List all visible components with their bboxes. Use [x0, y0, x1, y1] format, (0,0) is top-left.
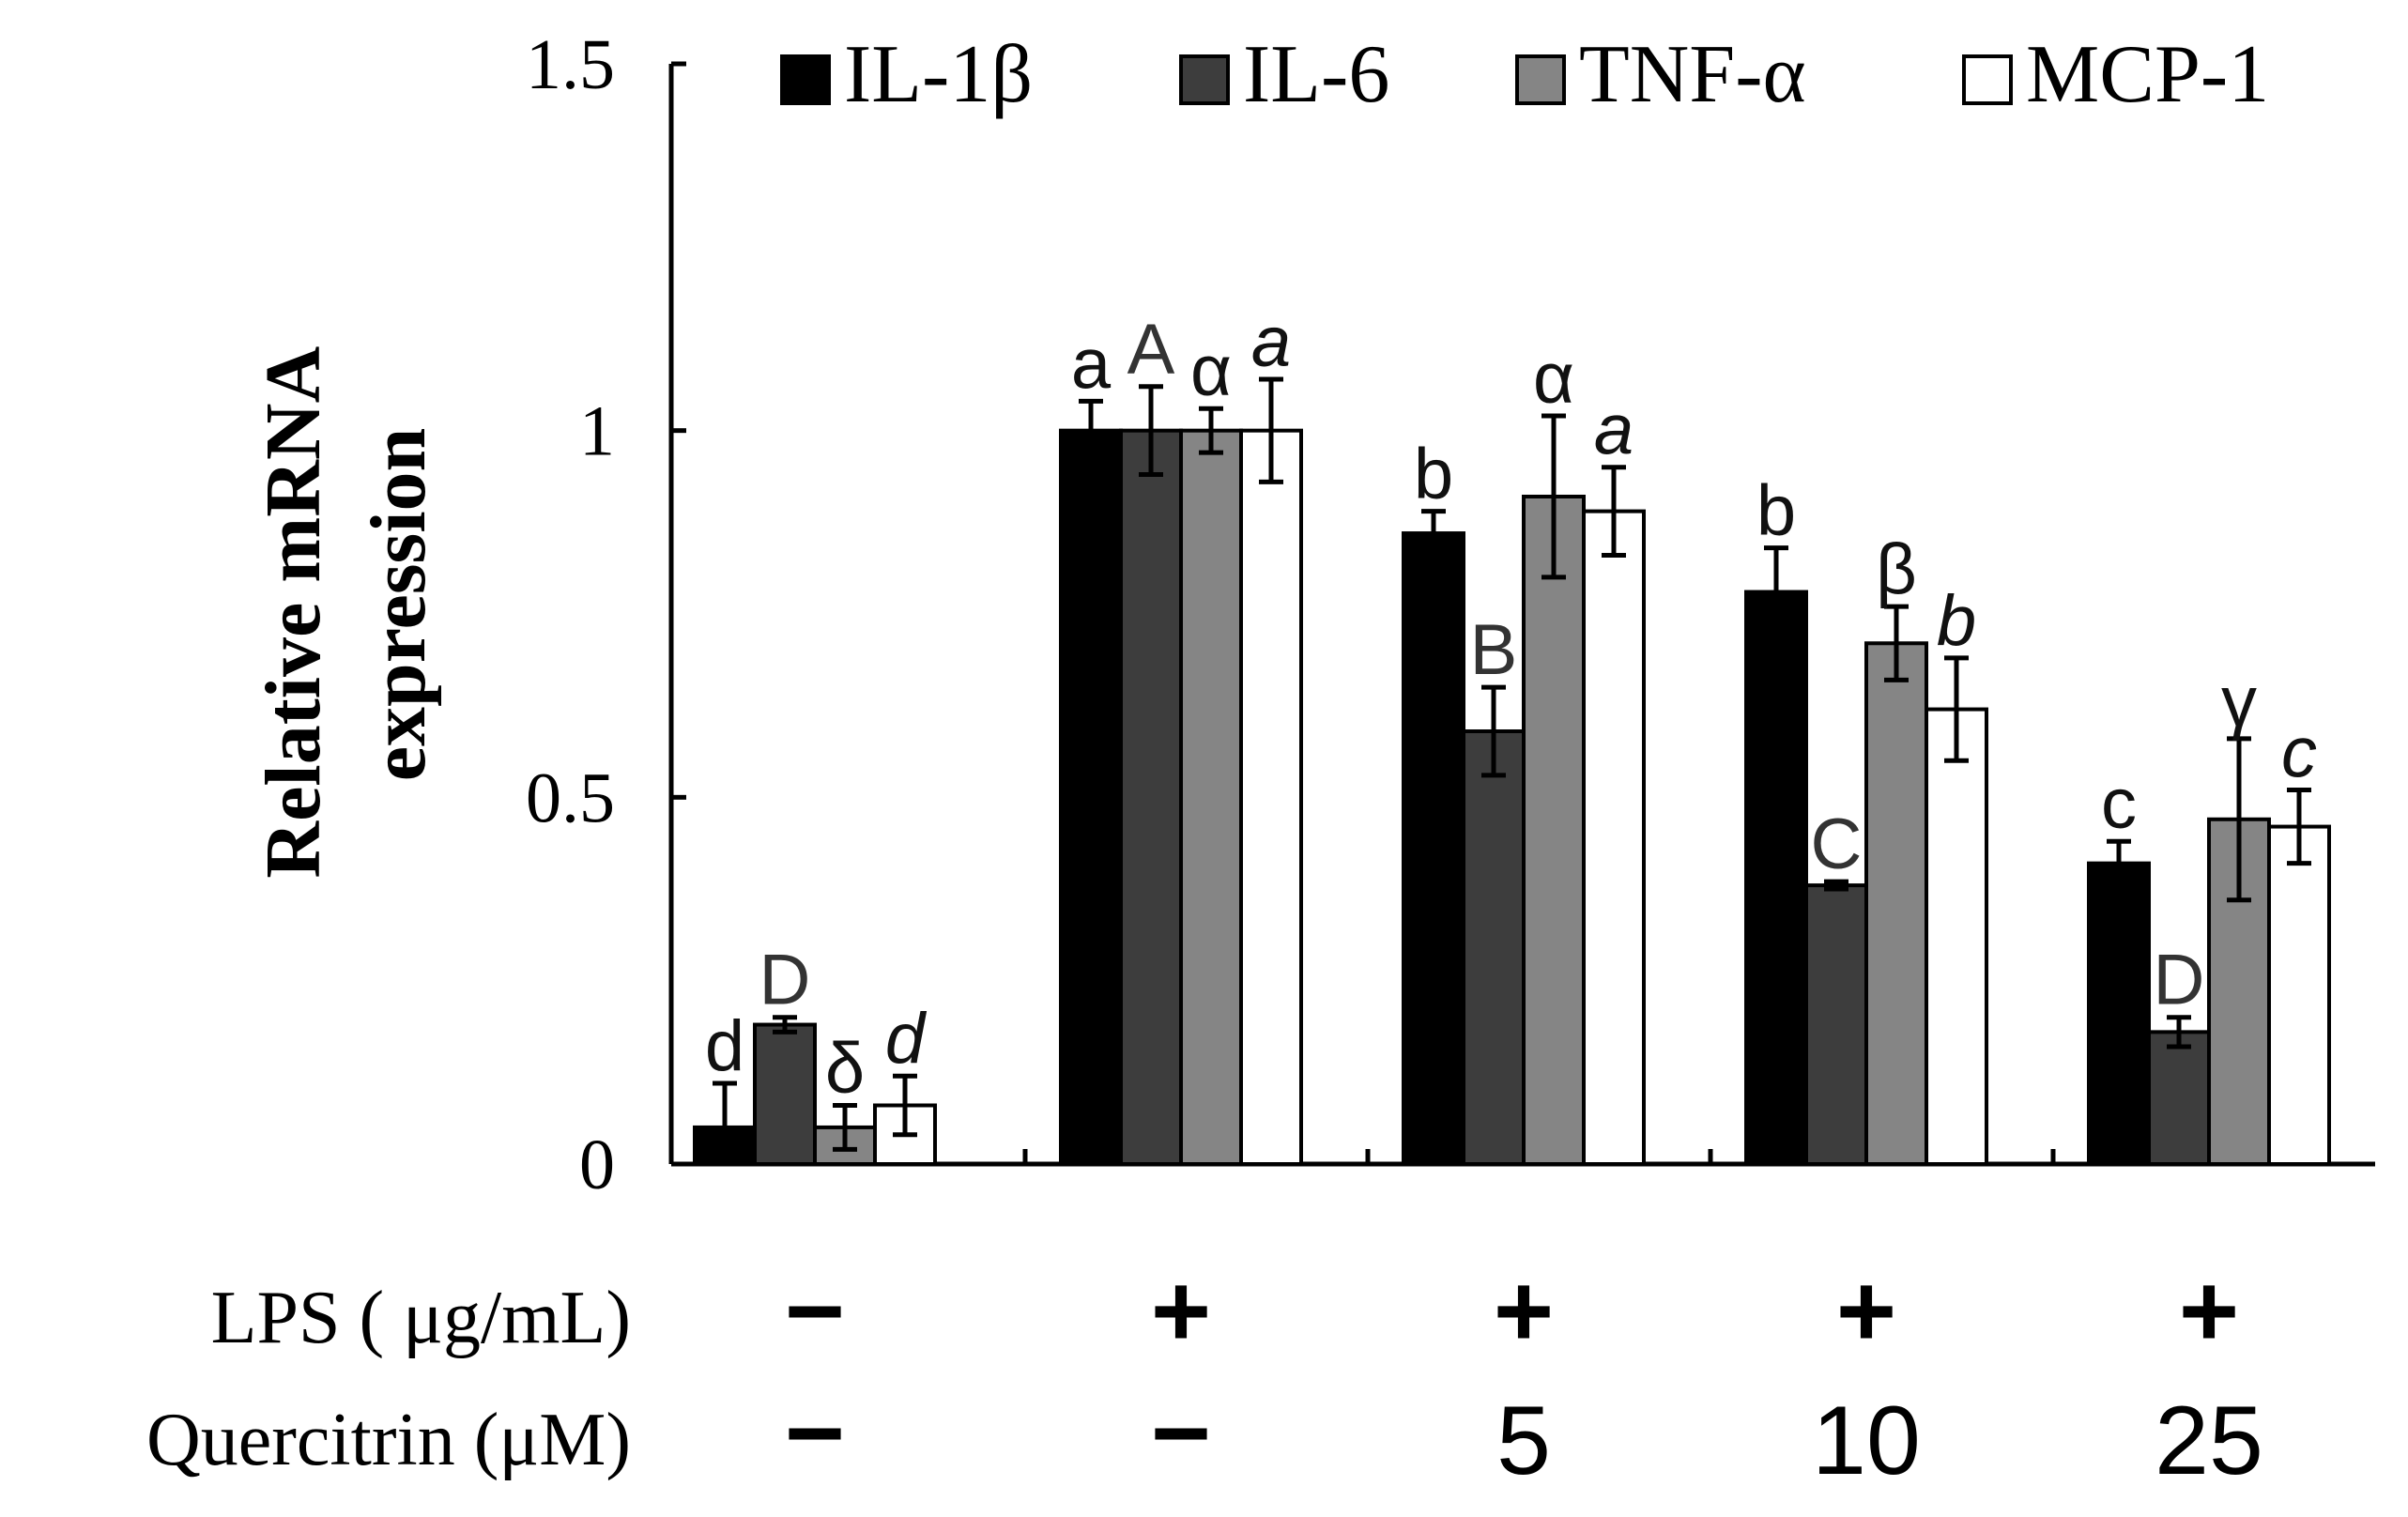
legend: IL-1β IL-6 TNF-α MCP-1 [780, 29, 2269, 120]
bar-IL-6-g1 [1119, 428, 1183, 1166]
error-bar-IL-6-g4 [2167, 1015, 2191, 1050]
error-bar-IL-1β-g2 [1421, 509, 1446, 558]
error-bar-IL-1β-g1 [1079, 398, 1103, 463]
bar-TNF-α-g4 [2207, 817, 2271, 1166]
bar-TNF-α-g3 [1864, 641, 1928, 1166]
y-tick-label-3: 1.5 [526, 25, 615, 104]
bar-IL-6-g3 [1804, 883, 1868, 1166]
y-tick-label-0: 0 [579, 1126, 615, 1204]
treatment-value-1-g4: 25 [2155, 1387, 2263, 1495]
significance-label-MCP-1-g1: a [1251, 302, 1291, 382]
legend-swatch-IL-6 [1179, 54, 1230, 105]
bar-TNF-α-g2 [1522, 494, 1586, 1166]
treatment-name-1: Quercitrin (μM) [146, 1399, 631, 1481]
axes: 0 0.5 1 1.5 [526, 25, 2375, 1204]
significance-label-IL-6-g2: B [1470, 610, 1518, 690]
bar-IL-1β-g4 [2087, 861, 2151, 1166]
legend-swatch-TNF-α [1515, 54, 1566, 105]
significance-label-IL-6-g0: D [759, 941, 811, 1020]
significance-label-IL-6-g1: A [1127, 310, 1175, 390]
significance-label-IL-1β-g2: b [1414, 435, 1453, 514]
y-axis-label: Relative mRNA expression [250, 330, 442, 878]
legend-label-IL-6: IL-6 [1243, 29, 1389, 120]
legend-label-MCP-1: MCP-1 [2026, 29, 2269, 120]
error-bar-IL-1β-g3 [1764, 545, 1788, 638]
significance-label-TNF-α-g0: δ [825, 1028, 865, 1108]
error-bar-MCP-1-g3 [1944, 655, 1969, 763]
significance-label-TNF-α-g1: α [1190, 331, 1232, 411]
error-bar-TNF-α-g4 [2227, 736, 2251, 903]
treatment-table: LPS ( μg/mL) − + + + +Quercitrin (μM) − −5 10 25 [146, 1253, 2263, 1495]
error-bar-IL-6-g1 [1139, 384, 1163, 478]
treatment-value-0-g0: − [785, 1253, 845, 1369]
treatment-value-1-g3: 10 [1812, 1387, 1921, 1495]
error-bar-TNF-α-g3 [1884, 604, 1909, 682]
legend-swatch-IL-1β [780, 54, 831, 105]
treatment-value-1-g0: − [785, 1375, 845, 1491]
significance-label-MCP-1-g3: b [1937, 581, 1976, 661]
bar-MCP-1-g1 [1239, 428, 1303, 1166]
y-axis-label-line1: Relative mRNA [250, 345, 337, 878]
treatment-value-1-g1: − [1151, 1375, 1211, 1491]
bar-MCP-1-g4 [2267, 824, 2331, 1166]
bar-IL-1β-g2 [1402, 531, 1465, 1166]
legend-label-TNF-α: TNF-α [1579, 29, 1806, 120]
significance-label-MCP-1-g2: a [1594, 391, 1633, 470]
error-bar-MCP-1-g0 [893, 1073, 917, 1138]
y-axis-label-line2: expression [355, 428, 442, 781]
treatment-name-0: LPS ( μg/mL) [211, 1277, 631, 1359]
error-bar-TNF-α-g1 [1199, 406, 1223, 455]
significance-label-IL-1β-g0: d [705, 1006, 744, 1086]
bar-MCP-1-g3 [1925, 707, 1988, 1166]
significance-label-MCP-1-g0: d [885, 999, 928, 1079]
significance-label-IL-1β-g4: c [2101, 764, 2137, 844]
bar-IL-6-g2 [1462, 729, 1526, 1166]
bar-IL-1β-g3 [1744, 590, 1808, 1166]
error-bar-IL-1β-g4 [2107, 838, 2131, 888]
significance-label-TNF-α-g3: β [1876, 529, 1917, 609]
bar-TNF-α-g1 [1179, 428, 1243, 1166]
error-bar-MCP-1-g1 [1259, 376, 1283, 484]
significance-label-MCP-1-g4: c [2281, 713, 2317, 793]
significance-label-IL-1β-g1: a [1071, 324, 1112, 404]
error-bars [713, 376, 2311, 1167]
error-bar-TNF-α-g2 [1541, 413, 1566, 580]
significance-label-IL-1β-g3: b [1756, 471, 1796, 551]
bar-IL-6-g4 [2147, 1030, 2211, 1166]
error-bar-IL-6-g0 [773, 1015, 797, 1034]
error-bar-MCP-1-g4 [2287, 788, 2311, 866]
error-bar-TNF-α-g0 [833, 1102, 857, 1152]
legend-label-IL-1β: IL-1β [844, 29, 1033, 120]
significance-labels: d a b b c D A B C Dδ α α β γ d a a b c [705, 302, 2317, 1109]
bar-IL-1β-g1 [1059, 428, 1123, 1166]
bar-IL-6-g0 [753, 1022, 817, 1166]
y-tick-label-1: 0.5 [526, 758, 615, 837]
legend-swatch-MCP-1 [1962, 54, 2013, 105]
treatment-value-0-g1: + [1151, 1253, 1211, 1369]
bar-MCP-1-g2 [1582, 509, 1646, 1166]
treatment-value-1-g2: 5 [1496, 1387, 1551, 1495]
bars [693, 428, 2331, 1167]
treatment-value-0-g3: + [1836, 1253, 1896, 1369]
error-bar-IL-6-g3 [1824, 879, 1848, 892]
significance-label-IL-6-g3: C [1811, 804, 1863, 884]
treatment-value-0-g4: + [2179, 1253, 2239, 1369]
significance-label-TNF-α-g2: α [1533, 339, 1574, 419]
error-bar-IL-6-g2 [1481, 684, 1506, 778]
error-bar-MCP-1-g2 [1602, 465, 1626, 558]
significance-label-TNF-α-g4: γ [2221, 662, 2257, 742]
treatment-value-0-g2: + [1494, 1253, 1554, 1369]
y-tick-label-2: 1 [579, 392, 615, 471]
significance-label-IL-6-g4: D [2154, 941, 2205, 1020]
error-bar-IL-1β-g0 [713, 1080, 737, 1167]
